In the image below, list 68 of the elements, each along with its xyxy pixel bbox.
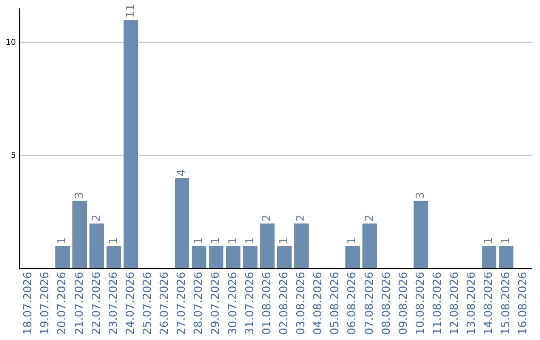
data-label: 2 bbox=[260, 214, 274, 222]
data-label: 1 bbox=[106, 237, 120, 244]
bar bbox=[482, 246, 497, 269]
x-tick-label: 29.07.2026 bbox=[209, 272, 222, 336]
x-tick-label: 04.08.2026 bbox=[312, 272, 325, 336]
x-tick-label: 31.07.2026 bbox=[243, 272, 256, 336]
x-tick-label: 06.08.2026 bbox=[346, 272, 359, 336]
bar bbox=[209, 246, 224, 269]
x-tick-label: 03.08.2026 bbox=[294, 272, 308, 336]
x-tick-label: 09.08.2026 bbox=[396, 272, 410, 336]
x-tick-label: 28.07.2026 bbox=[192, 272, 206, 336]
bar bbox=[260, 224, 275, 269]
bar bbox=[414, 201, 428, 269]
bar bbox=[56, 246, 70, 269]
x-tick-label: 24.07.2026 bbox=[124, 272, 137, 336]
bar bbox=[90, 224, 104, 269]
x-tick-label: 26.07.2026 bbox=[158, 272, 172, 336]
x-tick-label: 18.07.2026 bbox=[22, 272, 35, 336]
data-label: 2 bbox=[362, 214, 376, 222]
x-tick-label: 01.08.2026 bbox=[260, 272, 274, 336]
bar bbox=[192, 246, 207, 269]
data-label: 1 bbox=[277, 237, 290, 244]
data-label: 1 bbox=[499, 237, 512, 244]
data-label: 1 bbox=[243, 237, 256, 244]
bar bbox=[106, 246, 122, 269]
x-tick-label: 23.07.2026 bbox=[106, 272, 120, 336]
bar bbox=[124, 20, 138, 269]
bar bbox=[499, 246, 514, 269]
x-tick-label: 19.07.2026 bbox=[38, 272, 52, 336]
bar bbox=[175, 178, 190, 269]
x-tick-label: 27.07.2026 bbox=[175, 272, 188, 336]
x-tick-label: 30.07.2026 bbox=[226, 272, 240, 336]
bar bbox=[243, 246, 258, 269]
data-label: 4 bbox=[175, 170, 188, 177]
data-label: 3 bbox=[414, 192, 427, 200]
data-label: 1 bbox=[209, 237, 222, 244]
y-tick-label: 5 bbox=[11, 150, 16, 160]
data-label: 1 bbox=[482, 237, 496, 244]
data-label: 1 bbox=[226, 237, 240, 244]
x-tick-label: 11.08.2026 bbox=[431, 272, 444, 336]
x-tick-label: 07.08.2026 bbox=[362, 272, 376, 336]
bar bbox=[226, 246, 241, 269]
x-tick-label: 08.08.2026 bbox=[380, 272, 393, 336]
x-tick-label: 15.08.2026 bbox=[499, 272, 512, 336]
x-tick-label: 13.08.2026 bbox=[465, 272, 478, 336]
data-label: 1 bbox=[346, 237, 359, 244]
data-label: 1 bbox=[192, 237, 206, 244]
bar bbox=[346, 246, 360, 269]
bar bbox=[294, 224, 309, 269]
x-tick-label: 25.07.2026 bbox=[140, 272, 154, 336]
x-tick-label: 14.08.2026 bbox=[482, 272, 496, 336]
data-label: 2 bbox=[90, 214, 103, 222]
x-tick-label: 16.08.2026 bbox=[516, 272, 530, 336]
data-label: 11 bbox=[124, 4, 137, 18]
bar bbox=[362, 224, 378, 269]
x-tick-label: 10.08.2026 bbox=[414, 272, 427, 336]
data-label: 3 bbox=[72, 192, 86, 200]
x-tick-label: 05.08.2026 bbox=[328, 272, 342, 336]
x-tick-label: 02.08.2026 bbox=[277, 272, 290, 336]
data-label: 1 bbox=[56, 237, 69, 244]
bar bbox=[72, 201, 88, 269]
x-tick-label: 20.07.2026 bbox=[56, 272, 69, 336]
y-tick-label: 10 bbox=[6, 38, 16, 47]
x-tick-label: 22.07.2026 bbox=[90, 272, 103, 336]
bar bbox=[277, 246, 292, 269]
x-tick-label: 12.08.2026 bbox=[448, 272, 462, 336]
data-label: 2 bbox=[294, 214, 308, 222]
x-tick-label: 21.07.2026 bbox=[72, 272, 86, 336]
